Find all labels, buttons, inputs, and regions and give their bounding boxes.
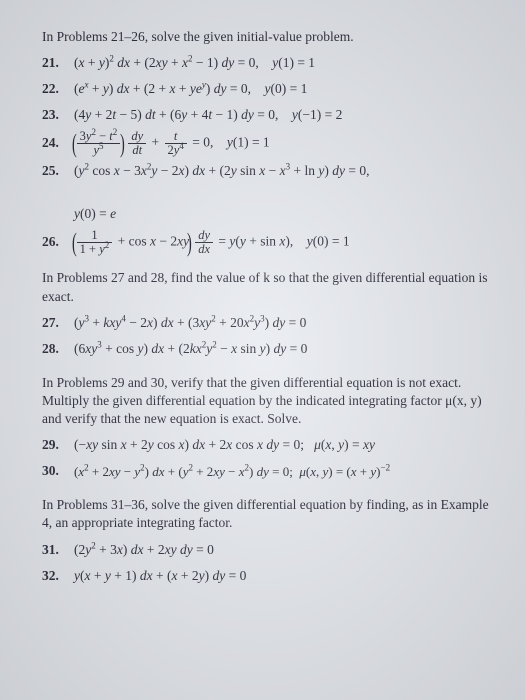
problem-equation: (x2 + 2xy − y2) dx + (y2 + 2xy − x2) dy … [74,461,390,483]
problem-equation: (2y2 + 3x) dx + 2xy dy = 0 [74,539,214,562]
problem-number: 31. [42,539,64,562]
problem-28: 28. (6xy3 + cos y) dx + (2kx2y2 − x sin … [42,338,493,361]
problem-equation: (4y + 2t − 5) dt + (6y + 4t − 1) dy = 0,… [74,104,342,127]
problem-31: 31. (2y2 + 3x) dx + 2xy dy = 0 [42,539,493,562]
problem-equation: (−xy sin x + 2y cos x) dx + 2x cos x dy … [74,434,375,457]
problem-equation: (6xy3 + cos y) dx + (2kx2y2 − x sin y) d… [74,338,307,361]
problem-equation: (3y2 − t2y5) dydt + t2y4 = 0, y(1) = 1 [74,130,270,157]
problem-number: 24. [42,132,64,155]
textbook-page: In Problems 21–26, solve the given initi… [0,0,525,700]
problem-equation: y(x + y + 1) dx + (x + 2y) dy = 0 [74,565,246,588]
section4-intro: In Problems 31–36, solve the given diffe… [42,496,493,532]
problem-number: 28. [42,338,64,361]
problem-equation: (y3 + kxy4 − 2x) dx + (3xy2 + 20x2y3) dy… [74,312,306,335]
problem-equation: (y2 cos x − 3x2y − 2x) dx + (2y sin x − … [74,160,370,183]
problem-equation: (x + y)2 dx + (2xy + x2 − 1) dy = 0, y(1… [74,52,315,75]
section1-intro: In Problems 21–26, solve the given initi… [42,28,493,46]
problem-number: 23. [42,104,64,127]
problem-number: 25. [42,160,64,183]
problem-equation: (ex + y) dx + (2 + x + yey) dy = 0, y(0)… [74,78,307,101]
problem-21: 21. (x + y)2 dx + (2xy + x2 − 1) dy = 0,… [42,52,493,75]
problem-number: 27. [42,312,64,335]
problem-23: 23. (4y + 2t − 5) dt + (6y + 4t − 1) dy … [42,104,493,127]
problem-30: 30. (x2 + 2xy − y2) dx + (y2 + 2xy − x2)… [42,460,493,483]
problem-number: 30. [42,460,64,483]
problem-equation-line2: y(0) = e [74,203,116,226]
problem-25: 25. (y2 cos x − 3x2y − 2x) dx + (2y sin … [42,160,493,226]
problem-number: 26. [42,231,64,254]
problem-26: 26. (11 + y2 + cos x − 2xy) dydx = y(y +… [42,229,493,256]
problem-equation: (11 + y2 + cos x − 2xy) dydx = y(y + sin… [74,229,350,256]
problem-number: 22. [42,78,64,101]
problem-32: 32. y(x + y + 1) dx + (x + 2y) dy = 0 [42,565,493,588]
problem-24: 24. (3y2 − t2y5) dydt + t2y4 = 0, y(1) =… [42,130,493,157]
problem-29: 29. (−xy sin x + 2y cos x) dx + 2x cos x… [42,434,493,457]
problem-number: 21. [42,52,64,75]
section3-intro: In Problems 29 and 30, verify that the g… [42,374,493,429]
problem-number: 29. [42,434,64,457]
problem-22: 22. (ex + y) dx + (2 + x + yey) dy = 0, … [42,78,493,101]
section2-intro: In Problems 27 and 28, find the value of… [42,269,493,305]
problem-27: 27. (y3 + kxy4 − 2x) dx + (3xy2 + 20x2y3… [42,312,493,335]
problem-number: 32. [42,565,64,588]
